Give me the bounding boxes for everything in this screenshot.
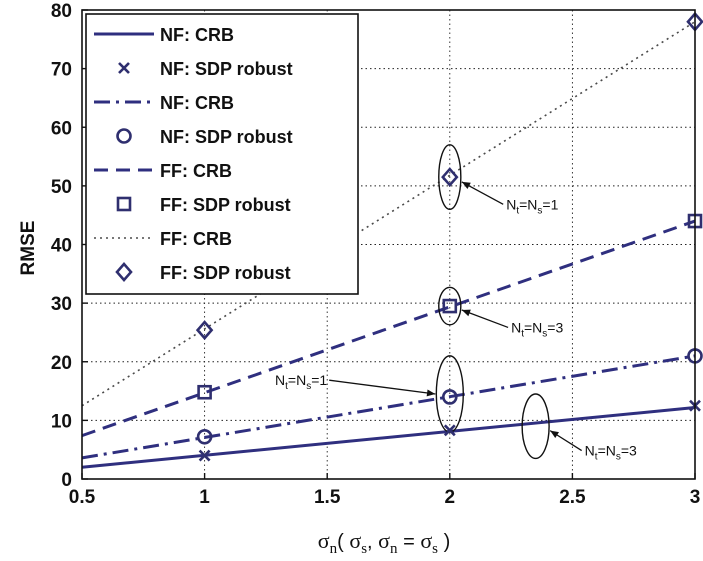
data-point-x (443, 424, 456, 437)
legend-item: FF: SDP robust (116, 195, 291, 215)
legend-item: FF: CRB (94, 161, 232, 181)
legend-marker-x (118, 62, 130, 74)
legend-label: FF: SDP robust (160, 263, 291, 283)
legend-marker-square (116, 196, 132, 212)
legend-label: NF: CRB (160, 93, 234, 113)
y-tick-label: 80 (51, 1, 72, 22)
series-lines (81, 21, 696, 469)
annotation-arrowhead (461, 309, 471, 317)
x-tick-label: 2 (445, 487, 456, 508)
y-tick-label: 50 (51, 177, 72, 198)
legend-item: NF: CRB (94, 93, 234, 113)
data-point-diamond (195, 320, 214, 341)
data-point-x (198, 449, 211, 462)
y-tick-label: 20 (51, 353, 72, 374)
x-tick-label: 3 (690, 487, 701, 508)
x-tick-label: 1 (199, 487, 210, 508)
legend-item: NF: SDP robust (116, 127, 293, 147)
x-tick-label: 0.5 (69, 487, 96, 508)
y-tick-label: 0 (61, 470, 72, 491)
legend-box (85, 13, 359, 295)
x-tick-label: 1.5 (314, 487, 341, 508)
annotation-label: Nt=Ns=1 (506, 196, 558, 216)
y-tick-label: 40 (51, 236, 72, 257)
series-line-dotted (81, 21, 696, 407)
annotations: Nt=Ns=1 Nt=Ns=3 Nt=Ns=1 Nt=Ns=3 (275, 144, 637, 463)
annotation-label: Nt=Ns=3 (511, 319, 563, 339)
annotation-arrowhead (461, 181, 471, 189)
annotation-arrowhead (550, 430, 559, 439)
x-tick-label: 2.5 (559, 487, 586, 508)
legend-label: NF: SDP robust (160, 59, 293, 79)
annotation-label: Nt=Ns=3 (585, 443, 637, 463)
legend-label: FF: CRB (160, 161, 232, 181)
annotation-ellipse (438, 286, 462, 326)
data-point-square (442, 298, 458, 314)
data-point-diamond (441, 167, 459, 188)
legend-item: FF: CRB (94, 229, 232, 249)
data-point-o (196, 428, 213, 445)
legend-label: FF: CRB (160, 229, 232, 249)
data-point-o (441, 389, 458, 405)
legend: NF: CRB NF: SDP robust NF: CRB NF: SDP robu… (85, 13, 359, 295)
legend-item: FF: SDP robust (115, 262, 291, 283)
legend-label: FF: SDP robust (160, 195, 291, 215)
x-label-sigma-n: σ (318, 528, 330, 553)
data-point-square (197, 384, 212, 400)
y-tick-label: 70 (51, 60, 72, 81)
annotation-ellipse (521, 393, 550, 460)
legend-label: NF: SDP robust (160, 127, 293, 147)
legend-item: NF: SDP robust (118, 59, 293, 79)
series-line-dashdot (81, 354, 696, 460)
y-tick-label: 60 (51, 118, 72, 139)
y-axis-label: RMSE (18, 221, 39, 276)
legend-item: NF: CRB (94, 25, 234, 45)
annotation-ellipse (438, 144, 462, 211)
annotation-arrow (329, 379, 436, 395)
legend-marker-diamond (115, 262, 133, 282)
x-axis-label: σn( σs, σn = σs ) (318, 528, 450, 557)
y-tick-label: 10 (51, 411, 72, 432)
series-line-solid (81, 405, 696, 469)
y-tick-label: 30 (51, 294, 72, 315)
legend-label: NF: CRB (160, 25, 234, 45)
annotation-label: Nt=Ns=1 (275, 372, 327, 392)
series-line-dashed (81, 219, 696, 438)
legend-marker-o (116, 128, 132, 144)
annotation-arrowhead (426, 389, 436, 397)
